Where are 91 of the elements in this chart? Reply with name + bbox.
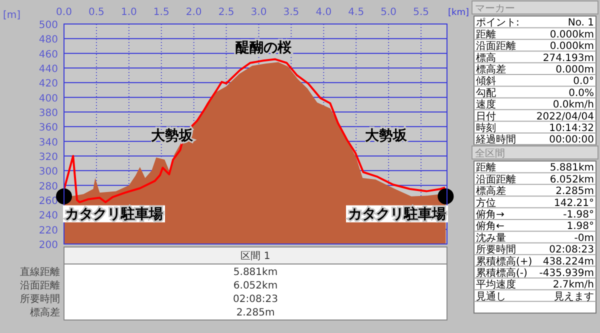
x-tick-label: 5.0 (380, 7, 397, 18)
y-tick-label: 500 (38, 20, 58, 31)
text: 平均速度 (476, 278, 516, 291)
text: 直線距離 (20, 266, 60, 278)
text: 5.881km (550, 162, 594, 174)
text: 00:00:00 (549, 134, 594, 146)
x-tick-label: 1.0 (120, 7, 137, 18)
text: 距離 (476, 28, 496, 40)
text: 俯角← (476, 220, 504, 232)
text: 経過時間 (475, 134, 516, 146)
text: マーカー (475, 4, 515, 14)
text: 日付 (476, 111, 496, 122)
text: 時刻 (476, 122, 496, 134)
text: 累積標高(+) (476, 255, 532, 268)
y-tick-label: 220 (38, 225, 58, 236)
text: 2.285m (236, 308, 275, 318)
y-tick-label: 200 (38, 240, 58, 251)
text: 0.000km (550, 41, 594, 52)
y-tick-label: 480 (38, 34, 58, 46)
text: 5.881km (233, 267, 278, 278)
text: 標高差 (476, 185, 506, 198)
x-tick-label: 4.5 (348, 7, 364, 18)
annotation: カタクリ駐車場 (348, 205, 446, 222)
text: 沈み量 (476, 232, 506, 244)
annotation: 大勢坂 (365, 127, 408, 144)
text: 勾配 (476, 86, 496, 99)
text: 0.000km (550, 29, 594, 40)
annotation: 醍醐の桜 (236, 40, 292, 56)
text: 1.98° (566, 221, 594, 232)
text: 標高 (476, 52, 496, 64)
text: 02:08:23 (233, 294, 278, 305)
x-tick-label: 4.0 (316, 7, 332, 18)
text: -0m (574, 232, 594, 244)
text: ポイント: (476, 18, 520, 29)
y-tick-label: 460 (38, 49, 58, 60)
annotation: カタクリ駐車場 (65, 205, 163, 222)
text: 傾斜 (476, 75, 496, 88)
text: 俯角→ (476, 208, 504, 220)
y-tick-label: 260 (38, 196, 58, 207)
text: 沿面距離 (476, 40, 516, 52)
text: 全区間 (475, 148, 505, 160)
text: 0.0km/h (552, 100, 594, 111)
y-tick-label: 400 (38, 93, 58, 104)
text: -435.939m (539, 268, 594, 279)
text: 所要時間 (476, 244, 516, 256)
text: 見えます (554, 291, 594, 302)
x-tick-label: 1.5 (153, 7, 170, 18)
text: 02:08:23 (549, 244, 594, 256)
text: 速度 (476, 98, 496, 111)
text: 6.052km (233, 280, 278, 292)
y-tick-label: 440 (38, 64, 58, 75)
text: 2.7km/h (552, 280, 594, 291)
text: 標高差 (476, 64, 506, 76)
text: No. 1 (568, 18, 594, 29)
text: -1.98° (563, 210, 594, 220)
text: 見通し (476, 290, 506, 302)
text: 0.0° (573, 76, 594, 88)
text: 区間 1 (240, 251, 270, 262)
x-tick-label: 0.0 (56, 7, 72, 18)
text: 142.21° (554, 198, 594, 209)
text: 6.052km (550, 174, 594, 186)
y-tick-label: 360 (38, 122, 58, 134)
text: 0.0% (568, 88, 594, 99)
text: 距離 (476, 162, 496, 174)
text: 2022/04/04 (536, 111, 594, 122)
text: 標高差 (30, 306, 60, 318)
y-tick-label: 280 (38, 181, 58, 192)
y-tick-label: 240 (38, 210, 58, 222)
x-tick-label: 3.5 (283, 7, 300, 18)
x-tick-label: 2.5 (218, 7, 234, 18)
y-tick-label: 300 (38, 166, 58, 178)
x-tick-label: 5.5 (413, 7, 429, 18)
text: 2.285m (556, 186, 594, 198)
x-axis-title: [km] (448, 8, 470, 18)
y-tick-label: 380 (38, 108, 58, 119)
text: 438.224m (542, 256, 594, 268)
x-tick-label: 3.0 (250, 7, 267, 18)
x-tick-label: 0.5 (88, 7, 104, 18)
text: 累積標高(-) (476, 267, 528, 279)
y-tick-label: 340 (38, 137, 58, 148)
text: 沿面距離 (476, 173, 516, 186)
text: 0.000m (556, 64, 594, 76)
x-tick-label: 2.0 (186, 7, 202, 18)
text: 沿面距離 (20, 280, 60, 292)
text: 所要時間 (20, 293, 60, 305)
text: 274.193m (542, 52, 594, 64)
text: 方位 (476, 196, 496, 209)
y-tick-label: 420 (38, 78, 58, 90)
y-axis-title: [m] (3, 10, 21, 21)
y-tick-label: 320 (38, 152, 58, 163)
text: 10:14:32 (549, 123, 594, 134)
